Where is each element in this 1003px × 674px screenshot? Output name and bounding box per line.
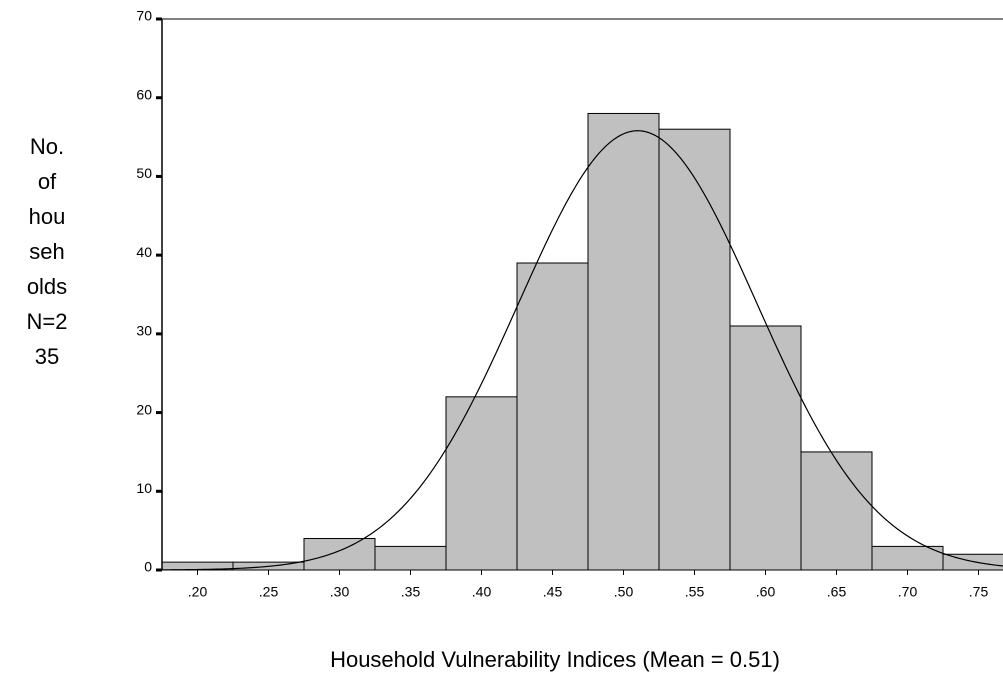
y-tick-label: 40 (136, 244, 152, 260)
y-axis-title: hou (29, 204, 66, 229)
x-tick-label: .55 (685, 584, 705, 600)
y-tick-label: 10 (136, 480, 152, 496)
bar (303, 538, 376, 571)
y-axis-title: N=2 (27, 309, 68, 334)
x-axis-title: Household Vulnerability Indices (Mean = … (330, 647, 780, 672)
y-tick-label: 60 (136, 86, 152, 102)
bar (800, 451, 873, 571)
y-axis-title: olds (27, 274, 67, 299)
x-tick-label: .35 (401, 584, 421, 600)
x-tick-label: .60 (756, 584, 776, 600)
y-axis-title: 35 (35, 344, 59, 369)
bar (658, 128, 731, 571)
y-tick-label: 20 (136, 401, 152, 417)
x-tick-label: .25 (259, 584, 279, 600)
bar (587, 112, 660, 571)
y-tick-label: 70 (136, 8, 152, 24)
y-axis-title: No. (30, 134, 64, 159)
y-axis-title: of (38, 169, 57, 194)
y-axis-title: seh (29, 239, 64, 264)
normal-curve (161, 130, 1003, 571)
x-tick-label: .70 (898, 584, 918, 600)
y-tick-label: 50 (136, 165, 152, 181)
bar (445, 396, 518, 571)
bar (516, 262, 589, 571)
x-tick-label: .75 (969, 584, 989, 600)
bar (374, 545, 447, 571)
x-tick-label: .65 (827, 584, 847, 600)
x-tick-label: .50 (614, 584, 634, 600)
x-tick-label: .30 (330, 584, 350, 600)
x-tick-label: .40 (472, 584, 492, 600)
bar (729, 325, 802, 571)
y-tick-label: 30 (136, 323, 152, 339)
y-tick-label: 0 (144, 559, 152, 575)
x-tick-label: .45 (543, 584, 563, 600)
x-tick-label: .20 (188, 584, 208, 600)
bar (871, 545, 944, 571)
